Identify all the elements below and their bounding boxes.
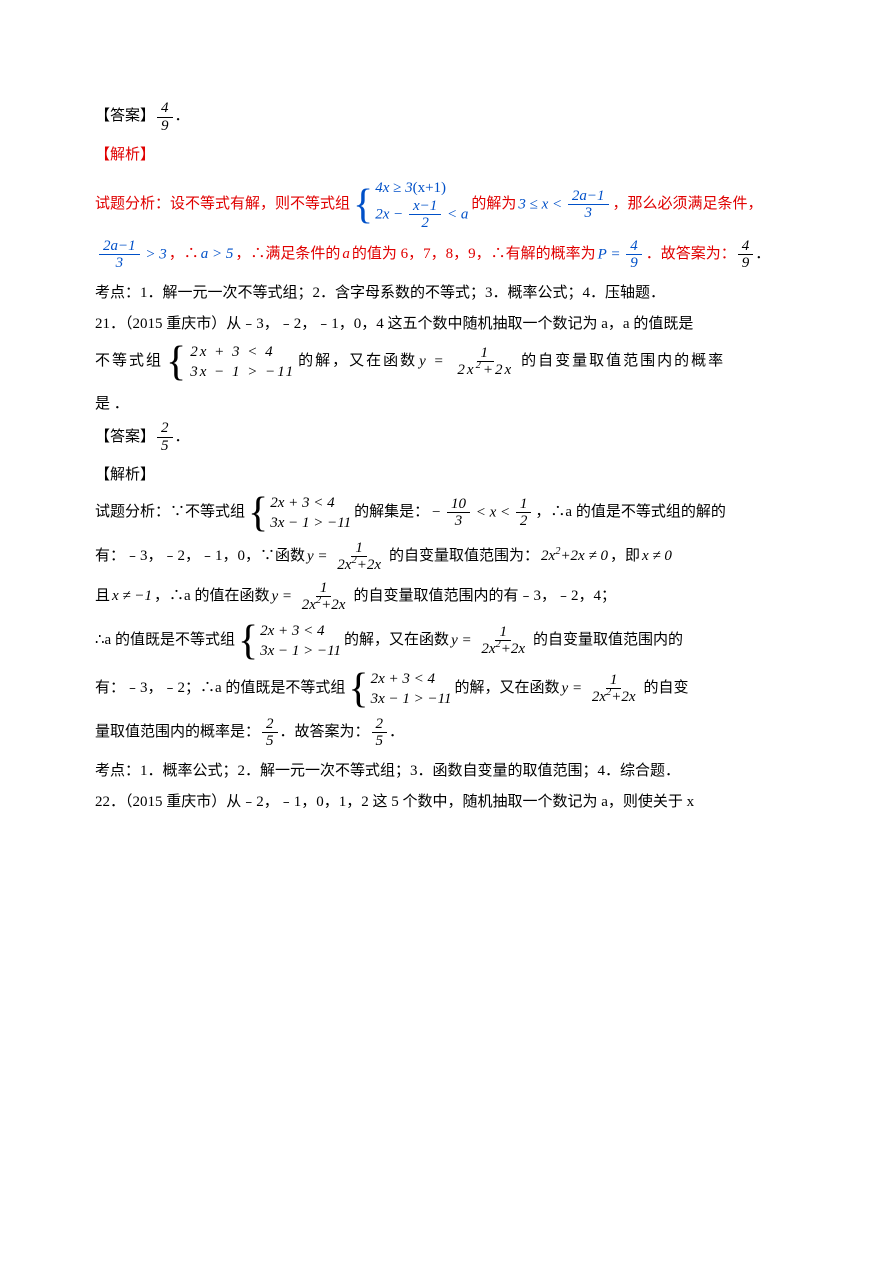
math-expr: x ≠ −1 (112, 581, 152, 613)
text-segment: 有：﹣3，﹣2，﹣1，0，∵函数 (95, 541, 305, 573)
text-segment: 的值为 6，7，8，9，∴有解的概率为 (352, 239, 596, 271)
inequality-system: { 4x ≥ 3(x+1) 2x − x−12 < a (353, 178, 468, 232)
q21-analysis-5: 有：﹣3，﹣2；∴a 的值既是不等式组 { 2x + 3 < 4 3x − 1 … (95, 668, 797, 710)
brace-icon: { (166, 341, 188, 383)
answer-fraction: 4 9 (157, 100, 173, 134)
system-lines: 2x + 3 < 4 3x − 1 > −11 (190, 342, 295, 383)
brace-icon: { (238, 620, 258, 662)
inequality-system: { 2x + 3 < 4 3x − 1 > −11 (248, 492, 351, 534)
math-fraction: 25 (262, 716, 278, 750)
text-segment: ，∴满足条件的 (235, 239, 340, 271)
text-segment: ，∴a 的值在函数 (154, 581, 269, 613)
q21-analysis-2: 有：﹣3，﹣2，﹣1，0，∵函数 y = 12x2+2x 的自变量取值范围为： … (95, 540, 797, 574)
math-function: y = 12x2+2x (271, 580, 351, 614)
q21-line-3: 是 ． (95, 389, 797, 421)
system-row: 4x ≥ 3(x+1) (375, 178, 468, 198)
period: ． (175, 101, 190, 133)
math-prob: P = 49 (598, 238, 644, 272)
analysis-label: 【解析】 (95, 460, 797, 492)
system-lines: 2x + 3 < 4 3x − 1 > −11 (371, 669, 452, 710)
text-segment: ．故答案为： (646, 239, 736, 271)
inequality-system: { 2x + 3 < 4 3x − 1 > −11 (348, 668, 451, 710)
system-lines: 2x + 3 < 4 3x − 1 > −11 (260, 621, 341, 662)
system-lines: 2x + 3 < 4 3x − 1 > −11 (270, 493, 351, 534)
text-segment: 的自变量取值范围为： (389, 541, 539, 573)
text-segment: 的自变量取值范围内的 (533, 625, 683, 657)
system-row: 2x − x−12 < a (375, 198, 468, 232)
answer-label: 【答案】 (95, 101, 155, 133)
text-segment: ，那么必须满足条件， (613, 189, 763, 221)
text-segment: 的解为 (471, 189, 516, 221)
math-var: a (342, 239, 350, 271)
q21-line-1: 21．（2015 重庆市）从﹣3，﹣2，﹣1，0，4 这五个数中随机抽取一个数记… (95, 309, 797, 341)
math-fraction: 25 (372, 716, 388, 750)
analysis-line-2: 2a−13 > 3 ，∴ a > 5 ，∴满足条件的 a 的值为 6，7，8，9… (95, 238, 797, 272)
text-segment: 试题分析：∵不等式组 (95, 497, 245, 529)
kaodian-line: 考点：1．概率公式；2．解一元一次不等式组；3．函数自变量的取值范围；4．综合题… (95, 756, 797, 788)
system-row: 3x − 1 > −11 (190, 362, 295, 382)
text-segment: ，∴a 的值是不等式组的解的 (535, 497, 725, 529)
q21-analysis-6: 量取值范围内的概率是： 25 ．故答案为： 25 ． (95, 716, 797, 750)
math-expr: x ≠ 0 (642, 541, 672, 573)
answer-fraction: 25 (157, 420, 173, 454)
kaodian-line: 考点：1．解一元一次不等式组；2．含字母系数的不等式；3．概率公式；4．压轴题． (95, 278, 797, 310)
text-segment: 且 (95, 581, 110, 613)
system-row: 2x + 3 < 4 (260, 621, 341, 641)
period: ． (175, 422, 190, 454)
text-segment: ∴a 的值既是不等式组 (95, 625, 235, 657)
system-row: 3x − 1 > −11 (270, 513, 351, 533)
system-row: 3x − 1 > −11 (371, 689, 452, 709)
math-function: y = 12x2+2x (419, 345, 519, 379)
text-segment: ． (389, 717, 404, 749)
analysis-label: 【解析】 (95, 140, 155, 172)
math-function: y = 12x2+2x (307, 540, 387, 574)
system-row: 2x + 3 < 4 (270, 493, 351, 513)
analysis-label-line: 【解析】 (95, 140, 797, 172)
q21-analysis-4: ∴a 的值既是不等式组 { 2x + 3 < 4 3x − 1 > −11 的解… (95, 620, 797, 662)
math-fraction: 49 (738, 238, 754, 272)
math-expr: 2x2+2x ≠ 0 (541, 541, 608, 573)
analysis-line-1: 试题分析：设不等式有解，则不等式组 { 4x ≥ 3(x+1) 2x − x−1… (95, 178, 797, 232)
text-segment: ． (755, 239, 770, 271)
answer-line: 【答案】 4 9 ． (95, 100, 797, 134)
system-lines: 4x ≥ 3(x+1) 2x − x−12 < a (375, 178, 468, 232)
q21-answer: 【答案】 25 ． (95, 420, 797, 454)
answer-label: 【答案】 (95, 422, 155, 454)
q21-analysis-1: 试题分析：∵不等式组 { 2x + 3 < 4 3x − 1 > −11 的解集… (95, 492, 797, 534)
math-inequality: − 103 < x < 12 (431, 496, 533, 530)
text-segment: 不等式组 (95, 346, 163, 378)
math-fraction: 2a−13 > 3 (97, 238, 167, 272)
text-segment: ．故答案为： (280, 717, 370, 749)
text-segment: 的解，又在函数 (344, 625, 449, 657)
math-function: y = 12x2+2x (562, 672, 642, 706)
brace-icon: { (353, 184, 373, 226)
q21-analysis-3: 且 x ≠ −1 ，∴a 的值在函数 y = 12x2+2x 的自变量取值范围内… (95, 580, 797, 614)
math-expr: a > 5 (201, 239, 234, 271)
text-segment: 有：﹣3，﹣2；∴a 的值既是不等式组 (95, 673, 345, 705)
text-segment: ，即 (610, 541, 640, 573)
q22-line: 22．（2015 重庆市）从﹣2，﹣1，0，1，2 这 5 个数中，随机抽取一个… (95, 787, 797, 819)
system-row: 2x + 3 < 4 (371, 669, 452, 689)
system-row: 2x + 3 < 4 (190, 342, 295, 362)
text-segment: ，∴ (169, 239, 199, 271)
inequality-system: { 2x + 3 < 4 3x − 1 > −11 (166, 341, 295, 383)
text-segment: 试题分析：设不等式有解，则不等式组 (95, 189, 350, 221)
text-segment: 的自变量取值范围内的概率 (521, 346, 725, 378)
brace-icon: { (248, 492, 268, 534)
brace-icon: { (348, 668, 368, 710)
text-segment: 量取值范围内的概率是： (95, 717, 260, 749)
math-function: y = 12x2+2x (451, 624, 531, 658)
text-segment: 的解集是： (354, 497, 429, 529)
text-segment: 的自变量取值范围内的有﹣3，﹣2，4； (353, 581, 616, 613)
inequality-system: { 2x + 3 < 4 3x − 1 > −11 (238, 620, 341, 662)
q21-line-2: 不等式组 { 2x + 3 < 4 3x − 1 > −11 的解，又在函数 y… (95, 341, 797, 383)
text-segment: 的解，又在函数 (455, 673, 560, 705)
system-row: 3x − 1 > −11 (260, 641, 341, 661)
text-segment: 的解，又在函数 (298, 346, 417, 378)
text-segment: 的自变 (644, 673, 689, 705)
math-inequality: 3 ≤ x < 2a−13 (518, 188, 610, 222)
